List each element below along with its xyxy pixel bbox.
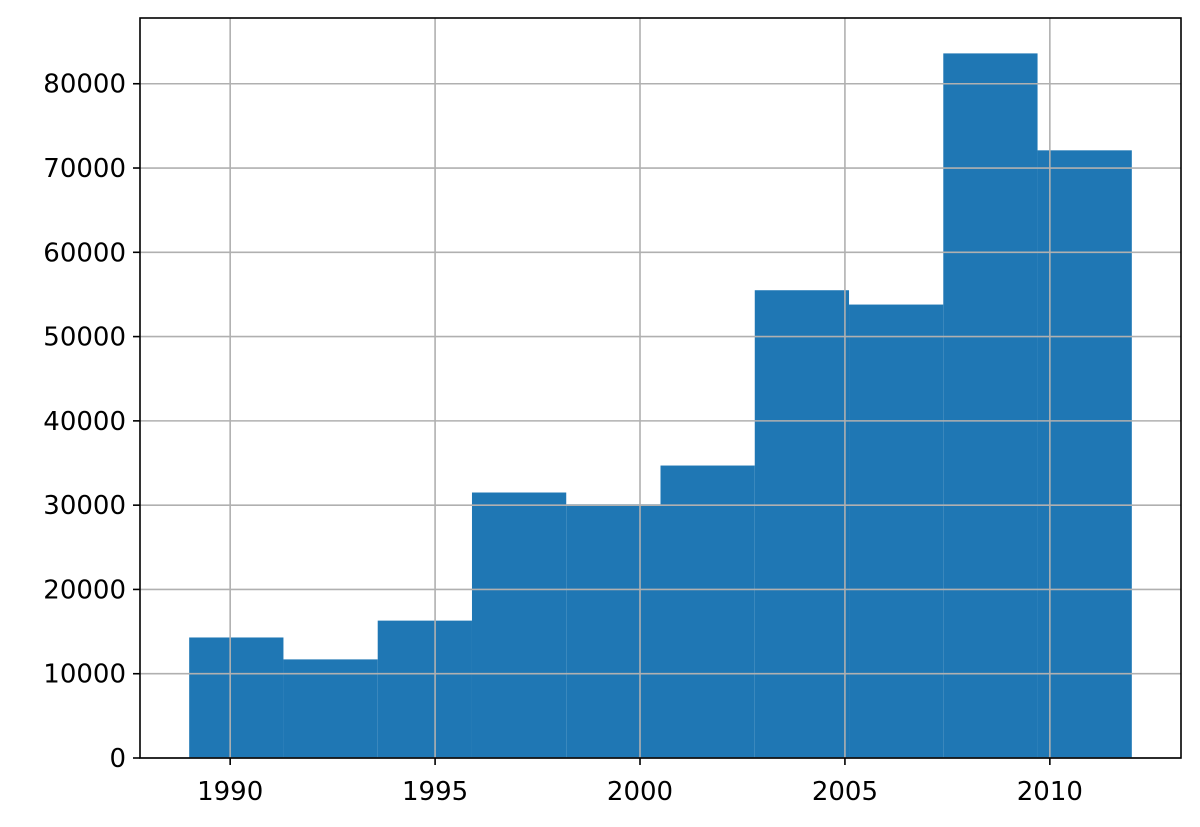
x-tick-label: 2010	[1017, 777, 1083, 807]
histogram-bar-5	[660, 465, 755, 758]
x-tick-label: 1995	[402, 777, 468, 807]
axes-frame	[139, 17, 1182, 759]
y-tick-label: 30000	[43, 491, 126, 521]
y-tick-label: 10000	[43, 660, 126, 690]
y-tick-label: 20000	[43, 575, 126, 605]
x-tick-label: 1990	[197, 777, 263, 807]
histogram-bar-2	[377, 620, 472, 758]
histogram-bar-8	[943, 53, 1038, 759]
ticks: 1990 1995 2000 2005 2010 0 10000 20000 30000 4000…	[43, 70, 1083, 807]
x-tick-label: 2000	[607, 777, 673, 807]
histogram-bar-6	[754, 290, 850, 758]
histogram-bar-0	[189, 637, 284, 758]
y-tick-label: 60000	[43, 238, 126, 268]
x-tick-label: 2005	[812, 777, 878, 807]
y-tick-label: 0	[109, 744, 126, 774]
bars	[189, 53, 1132, 759]
y-tick-label: 80000	[43, 70, 126, 100]
histogram-bar-4	[566, 504, 661, 758]
histogram-bar-7	[849, 304, 944, 758]
histogram-bar-1	[283, 659, 378, 758]
y-tick-label: 40000	[43, 407, 126, 437]
y-tick-label: 70000	[43, 154, 126, 184]
y-tick-label: 50000	[43, 323, 126, 353]
histogram-bar-9	[1037, 150, 1132, 758]
grid	[140, 18, 1181, 759]
histogram-bar-3	[471, 492, 567, 758]
